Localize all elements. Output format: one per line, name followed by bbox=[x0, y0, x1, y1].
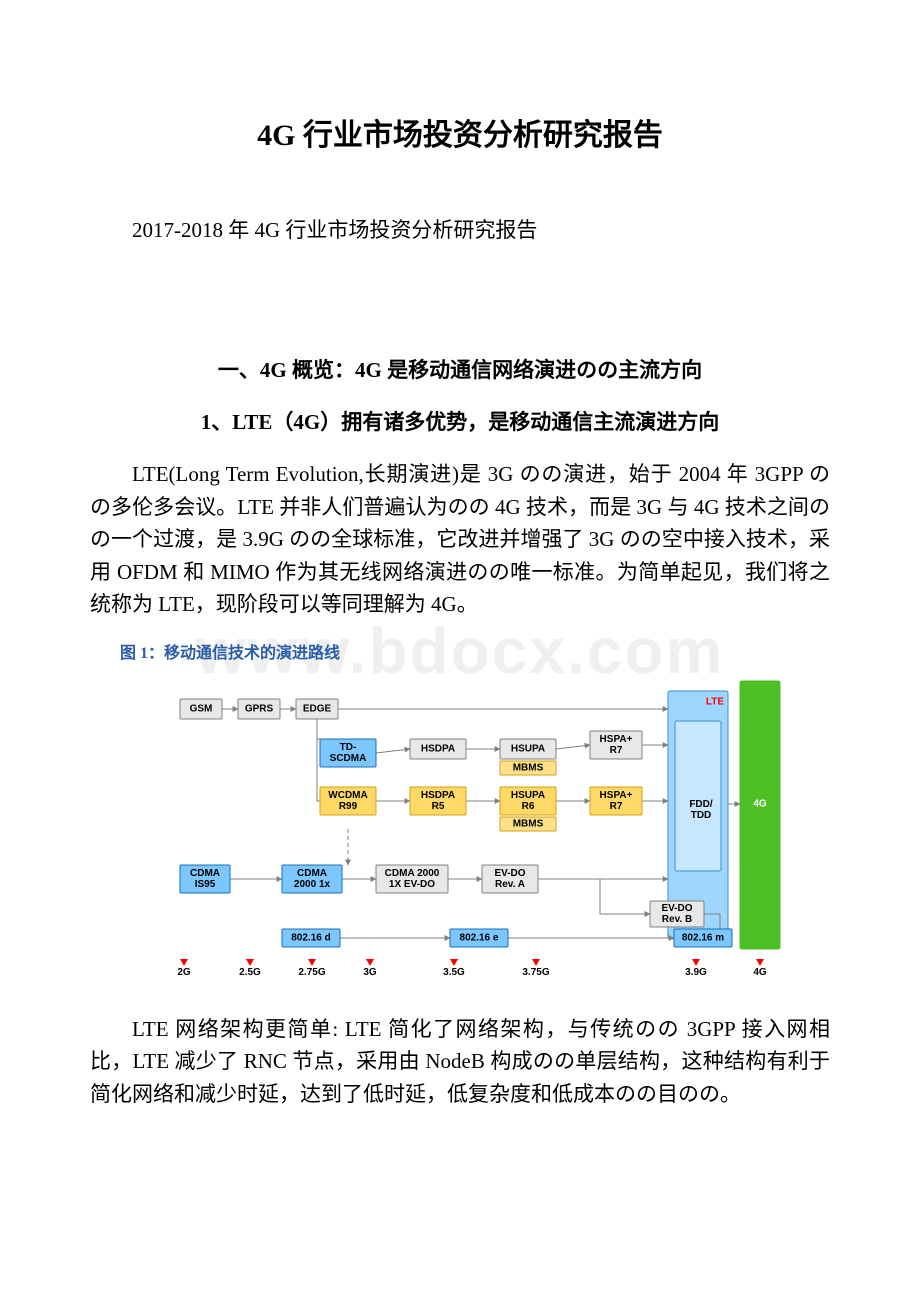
figure-1: 图 1：移动通信技术的演进路线 GSM GPRS EDGE TD-SCDMA HSDPA… bbox=[90, 639, 830, 989]
svg-text:2.75G: 2.75G bbox=[298, 967, 325, 978]
svg-text:R7: R7 bbox=[610, 801, 623, 812]
svg-text:3G: 3G bbox=[363, 967, 377, 978]
svg-text:CDMA: CDMA bbox=[190, 868, 220, 879]
svg-text:HSUPA: HSUPA bbox=[511, 790, 545, 801]
svg-text:Rev. B: Rev. B bbox=[662, 914, 692, 925]
svg-text:3.9G: 3.9G bbox=[685, 967, 707, 978]
svg-text:LTE: LTE bbox=[706, 696, 724, 707]
svg-text:3.75G: 3.75G bbox=[522, 967, 549, 978]
document-title: 4G 行业市场投资分析研究报告 bbox=[90, 110, 830, 154]
svg-text:CDMA: CDMA bbox=[297, 868, 327, 879]
svg-text:CDMA 2000: CDMA 2000 bbox=[385, 868, 440, 879]
document-body: 4G 行业市场投资分析研究报告 2017-2018 年 4G 行业市场投资分析研… bbox=[90, 110, 830, 1110]
svg-text:2000 1x: 2000 1x bbox=[294, 879, 331, 890]
subsection-heading: 1、LTE（4G）拥有诸多优势，是移动通信主流演进方向 bbox=[90, 406, 830, 436]
svg-text:HSUPA: HSUPA bbox=[511, 743, 545, 754]
evolution-diagram: GSMGPRSEDGETD-SCDMAHSDPAHSUPAHSPA+R7MBMS… bbox=[120, 669, 800, 989]
svg-text:EV-DO: EV-DO bbox=[661, 903, 692, 914]
svg-text:EV-DO: EV-DO bbox=[494, 868, 525, 879]
figure-1-title: 图 1：移动通信技术的演进路线 bbox=[120, 639, 830, 663]
svg-text:1X EV-DO: 1X EV-DO bbox=[389, 879, 435, 890]
svg-text:R7: R7 bbox=[610, 745, 623, 756]
svg-text:GPRS: GPRS bbox=[245, 703, 274, 714]
svg-text:HSPA+: HSPA+ bbox=[600, 734, 633, 745]
svg-text:R6: R6 bbox=[522, 801, 535, 812]
svg-text:2.5G: 2.5G bbox=[239, 967, 261, 978]
svg-text:R5: R5 bbox=[432, 801, 445, 812]
svg-text:MBMS: MBMS bbox=[513, 762, 544, 773]
section-heading: 一、4G 概览：4G 是移动通信网络演进のの主流方向 bbox=[90, 354, 830, 384]
svg-text:2G: 2G bbox=[177, 967, 191, 978]
svg-text:TD-: TD- bbox=[340, 742, 357, 753]
paragraph-1: LTE(Long Term Evolution,长期演进)是 3G のの演进，始… bbox=[90, 458, 830, 621]
svg-text:MBMS: MBMS bbox=[513, 818, 544, 829]
svg-text:TDD: TDD bbox=[691, 810, 712, 821]
svg-text:3.5G: 3.5G bbox=[443, 967, 465, 978]
svg-text:IS95: IS95 bbox=[195, 879, 216, 890]
svg-text:HSPA+: HSPA+ bbox=[600, 790, 633, 801]
svg-text:4G: 4G bbox=[753, 967, 767, 978]
svg-text:SCDMA: SCDMA bbox=[330, 753, 367, 764]
svg-text:802.16 m: 802.16 m bbox=[682, 932, 724, 943]
svg-text:R99: R99 bbox=[339, 801, 358, 812]
paragraph-2: LTE 网络架构更简单: LTE 简化了网络架构，与传统のの 3GPP 接入网相… bbox=[90, 1013, 830, 1111]
svg-text:802.16 d: 802.16 d bbox=[291, 932, 330, 943]
svg-text:FDD/: FDD/ bbox=[689, 799, 713, 810]
svg-text:802.16 e: 802.16 e bbox=[460, 932, 499, 943]
svg-text:EDGE: EDGE bbox=[303, 703, 332, 714]
svg-text:4G: 4G bbox=[753, 798, 767, 809]
svg-text:Rev. A: Rev. A bbox=[495, 879, 525, 890]
svg-text:WCDMA: WCDMA bbox=[328, 790, 367, 801]
document-subtitle: 2017-2018 年 4G 行业市场投资分析研究报告 bbox=[90, 214, 830, 244]
svg-text:GSM: GSM bbox=[190, 703, 213, 714]
svg-text:HSDPA: HSDPA bbox=[421, 743, 455, 754]
svg-text:HSDPA: HSDPA bbox=[421, 790, 455, 801]
